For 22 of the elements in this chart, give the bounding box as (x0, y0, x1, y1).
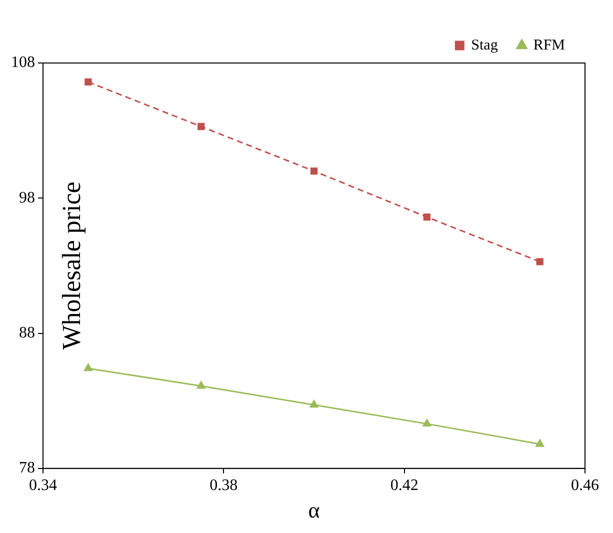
x-axis-title: α (308, 498, 320, 523)
legend-label: Stag (471, 37, 498, 54)
point (422, 419, 432, 427)
point (196, 381, 206, 389)
point (536, 258, 544, 266)
point (84, 364, 92, 372)
x-tick-label: 0.38 (210, 477, 238, 494)
point (310, 168, 318, 175)
x-tick-label: 0.42 (390, 477, 418, 494)
y-tick-label: 78 (19, 460, 35, 477)
x-tick-label: 0.46 (571, 477, 599, 494)
point (423, 213, 430, 221)
point (536, 439, 544, 447)
point (84, 78, 92, 86)
y-tick-label: 88 (19, 324, 35, 342)
legend-label: RFM (533, 37, 566, 54)
point (198, 122, 205, 130)
point (310, 400, 318, 408)
y-tick-label: 98 (19, 189, 35, 206)
x-tick-label: 0.34 (29, 477, 57, 494)
y-tick-label: 108 (11, 54, 35, 72)
y-axis-title: Wholesale price (56, 182, 86, 350)
